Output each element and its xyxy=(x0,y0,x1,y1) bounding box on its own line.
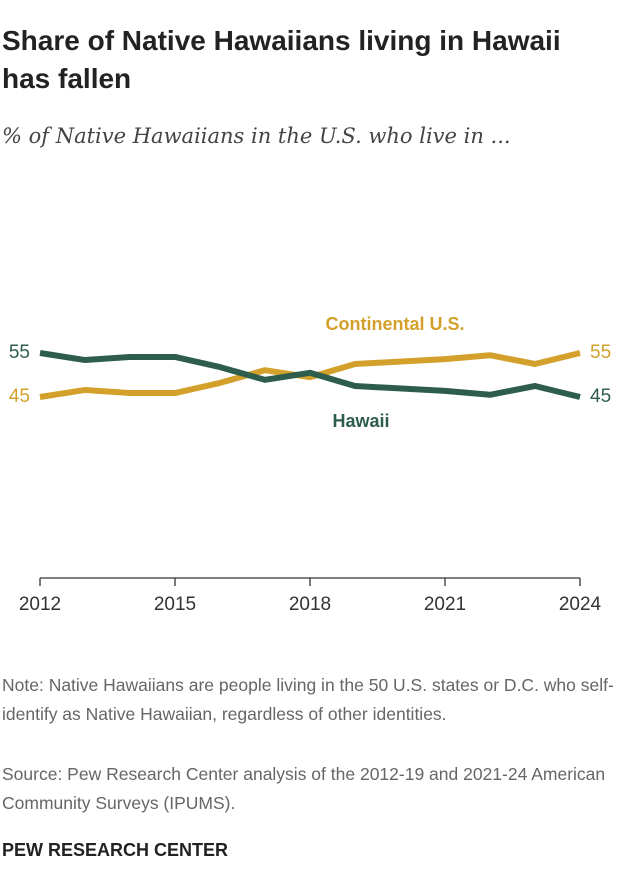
line xyxy=(39,350,581,400)
x-tick-label: 2024 xyxy=(559,594,602,615)
x-tick-label: 2015 xyxy=(154,594,196,615)
footer: PEW RESEARCH CENTER xyxy=(2,840,229,860)
source: Source: Pew Research Center analysis of … xyxy=(2,764,606,813)
chart: 2012 2015 2018 2021 2024 45 55 Continental U.S.… xyxy=(9,314,611,615)
data-label: 55 xyxy=(590,342,611,363)
series-label: Continental U.S. xyxy=(326,314,465,334)
data-label: 45 xyxy=(590,386,611,407)
x-tick-label: 2021 xyxy=(424,594,466,615)
series-label: Hawaii xyxy=(332,411,389,431)
data-label: 45 xyxy=(9,386,30,407)
note: Note: Native Hawaiians are people living… xyxy=(2,675,614,724)
data-label: 55 xyxy=(9,342,30,363)
chart-subtitle: % of Native Hawaiians in the U.S. who li… xyxy=(2,124,511,148)
chart-title: Share of Native Hawaiians living in Hawa… xyxy=(2,25,561,94)
x-tick-label: 2012 xyxy=(19,594,61,615)
x-tick-label: 2018 xyxy=(289,594,331,615)
